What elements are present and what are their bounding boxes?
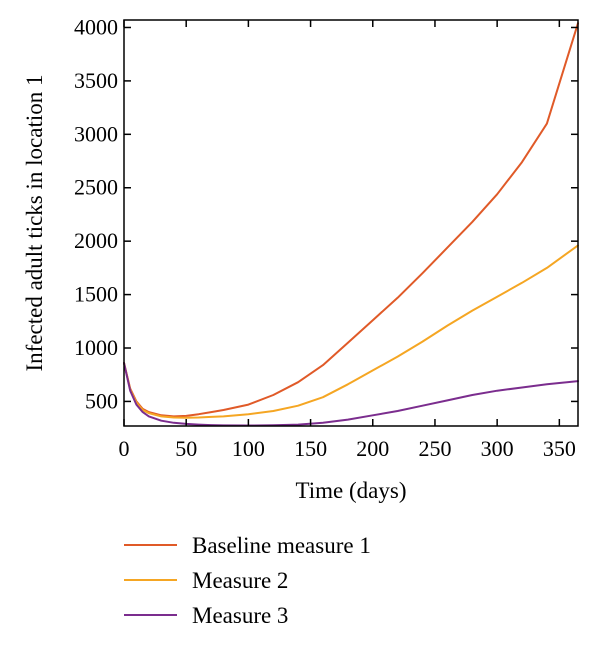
legend-label-3: Measure 3 [192, 603, 288, 628]
x-axis: 0 50 100 150 200 250 300 350 [119, 20, 576, 461]
x-tick-label: 0 [119, 436, 130, 461]
series-line-2 [123, 244, 579, 419]
x-tick-label: 150 [294, 436, 327, 461]
x-tick-label: 50 [175, 436, 197, 461]
y-tick-label: 4000 [74, 14, 118, 39]
y-tick-label: 1000 [74, 335, 118, 360]
legend-label-1: Baseline measure 1 [192, 533, 371, 558]
series-line-1 [123, 22, 579, 418]
x-tick-label: 100 [232, 436, 265, 461]
x-tick-label: 250 [418, 436, 451, 461]
y-axis: 500 1000 1500 2000 2500 3000 3500 4000 [74, 14, 578, 413]
y-tick-label: 3500 [74, 68, 118, 93]
legend-label-2: Measure 2 [192, 568, 288, 593]
y-axis-title: Infected adult ticks in location 1 [22, 75, 47, 372]
series-line-3 [123, 362, 579, 427]
x-tick-label: 200 [356, 436, 389, 461]
plot-frame [123, 19, 579, 427]
x-tick-label: 300 [481, 436, 514, 461]
y-tick-label: 2000 [74, 228, 118, 253]
legend: Baseline measure 1 Measure 2 Measure 3 [124, 533, 371, 628]
y-tick-label: 2500 [74, 175, 118, 200]
x-axis-title: Time (days) [296, 478, 407, 503]
series-lines [123, 22, 579, 427]
y-tick-label: 3000 [74, 121, 118, 146]
y-tick-label: 500 [85, 388, 118, 413]
y-tick-label: 1500 [74, 282, 118, 307]
x-tick-label: 350 [543, 436, 576, 461]
